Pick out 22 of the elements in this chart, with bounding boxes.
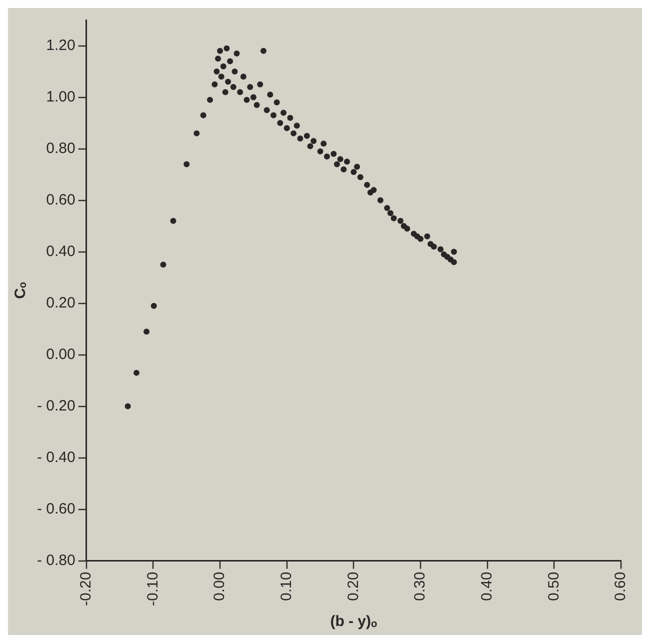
x-tick-label: -0.10 bbox=[144, 572, 162, 606]
x-tick-label: 0.50 bbox=[545, 572, 562, 602]
x-tick-label: 0.20 bbox=[344, 572, 362, 602]
y-tick-label: 0.60 bbox=[46, 191, 76, 208]
y-tick-label: - 0.40 bbox=[37, 448, 76, 466]
y-tick-label: - 0.20 bbox=[37, 397, 76, 414]
y-tick-label: 0.40 bbox=[46, 242, 76, 260]
y-tick-label: 0.00 bbox=[46, 346, 76, 363]
x-tick-label: 0.30 bbox=[412, 572, 429, 602]
x-tick-label: 0.60 bbox=[612, 572, 630, 602]
x-tick-label: 0.40 bbox=[478, 572, 496, 602]
x-tick-label: 0.00 bbox=[211, 572, 228, 602]
y-tick-label: - 0.80 bbox=[37, 552, 76, 569]
x-tick-label: 0.10 bbox=[278, 572, 295, 602]
y-tick-label: 1.20 bbox=[46, 36, 76, 54]
y-tick-label: 0.20 bbox=[46, 294, 76, 312]
y-axis-title: Cₒ bbox=[12, 282, 30, 299]
y-tick-label: 0.80 bbox=[46, 140, 76, 157]
x-axis-title: (b - y)ₒ bbox=[330, 613, 378, 630]
y-tick-label: - 0.60 bbox=[37, 500, 76, 518]
x-tick-label: -0.20 bbox=[78, 572, 94, 606]
y-tick-label: 1.00 bbox=[46, 88, 76, 106]
